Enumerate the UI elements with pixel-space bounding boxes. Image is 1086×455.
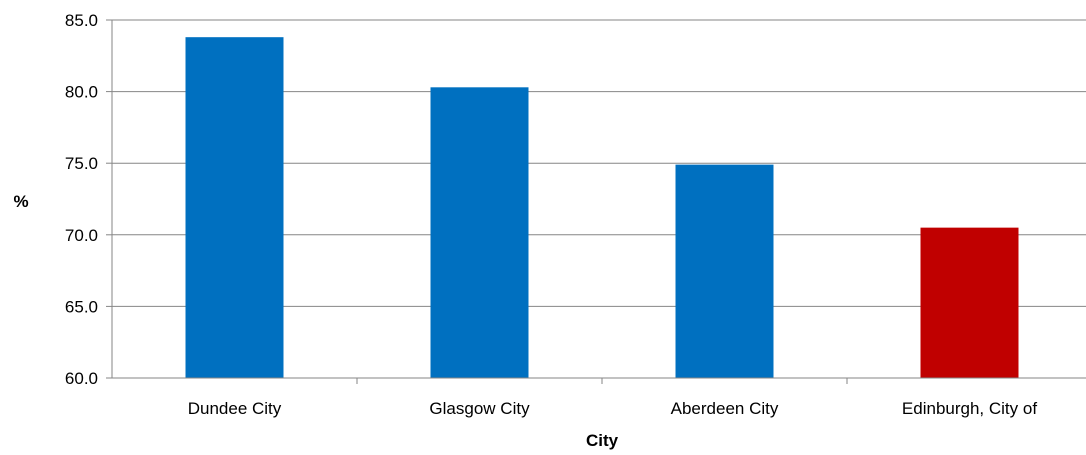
y-tick-label: 60.0 — [65, 369, 98, 388]
axes — [106, 19, 1086, 384]
x-tick-label: Aberdeen City — [671, 399, 779, 418]
y-tick-label: 75.0 — [65, 154, 98, 173]
labels: 60.0 65.0 70.0 75.0 80.0 85.0 Dundee City Glasg… — [65, 11, 1037, 418]
y-axis-label: % — [13, 192, 28, 211]
y-tick-label: 65.0 — [65, 297, 98, 316]
x-tick-label: Glasgow City — [429, 399, 530, 418]
y-tick-label: 70.0 — [65, 226, 98, 245]
x-tick-label: Edinburgh, City of — [902, 399, 1037, 418]
x-axis-label: City — [586, 431, 619, 450]
bar — [920, 227, 1019, 378]
bar — [185, 37, 284, 379]
y-tick-label: 85.0 — [65, 11, 98, 30]
x-tick-label: Dundee City — [188, 399, 282, 418]
y-tick-label: 80.0 — [65, 83, 98, 102]
bar — [430, 87, 529, 378]
bar — [675, 164, 774, 378]
bars — [185, 37, 1019, 379]
